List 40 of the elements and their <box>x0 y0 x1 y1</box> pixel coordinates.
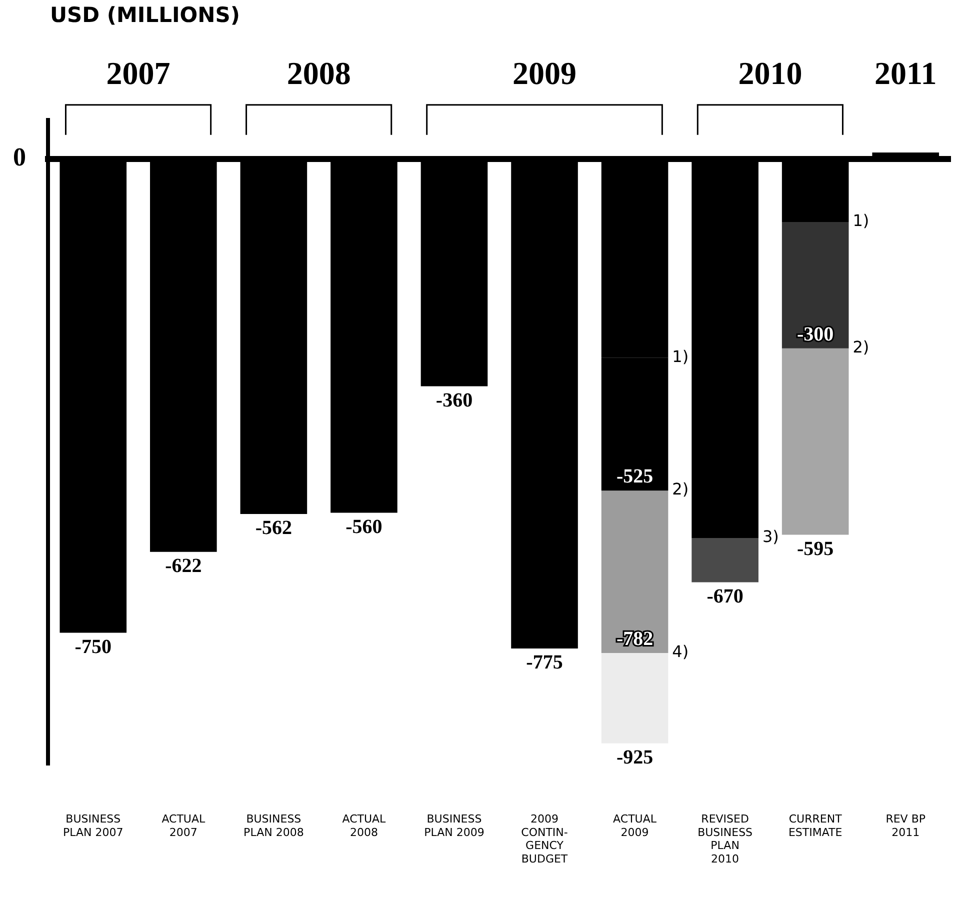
bar <box>692 538 758 582</box>
text: 2009 <box>512 54 577 91</box>
data-label: -562 <box>255 517 292 540</box>
total-label: -595 <box>796 538 834 560</box>
annotation: -525 <box>616 466 654 488</box>
annotation: -782 <box>616 628 654 650</box>
data-label: -560 <box>346 516 382 538</box>
total-label: -925 <box>616 746 654 769</box>
data-label: -775 <box>526 652 563 674</box>
text: USD (MILLIONS) <box>50 2 240 27</box>
data-label: -750 <box>74 636 112 658</box>
annotation: 3) <box>762 527 779 546</box>
x-tick-label: BUSINESS PLAN 2009 <box>424 812 484 839</box>
text: 2008 <box>286 54 351 91</box>
text: 2010 <box>738 54 802 91</box>
x-tick-label: BUSINESS PLAN 2008 <box>244 812 304 839</box>
annotation: 2) <box>852 338 870 357</box>
bar <box>782 348 849 535</box>
text: 0 <box>13 142 26 172</box>
x-tick-label: ACTUAL 2007 <box>162 812 206 839</box>
bar <box>601 652 668 744</box>
x-tick-label: CURRENT ESTIMATE <box>788 812 842 839</box>
x-tick-label: REVISED BUSINESS PLAN 2010 <box>698 812 753 866</box>
annotation: 1) <box>672 347 689 366</box>
annotation: 4) <box>672 642 689 662</box>
annotation: 1) <box>852 211 870 230</box>
x-tick-label: BUSINESS PLAN 2007 <box>63 812 124 839</box>
bar <box>601 490 668 653</box>
x-tick-label: ACTUAL 2009 <box>613 812 658 839</box>
text: 2007 <box>106 54 170 91</box>
x-tick-label: 2009 CONTIN- GENCY BUDGET <box>521 812 568 866</box>
data-label: -622 <box>165 555 202 578</box>
annotation: -300 <box>796 324 834 346</box>
x-tick-label: REV BP 2011 <box>886 812 926 839</box>
total-label: -670 <box>706 585 744 608</box>
text: 2011 <box>874 54 937 91</box>
x-tick-label: ACTUAL 2008 <box>342 812 387 839</box>
annotation: 2) <box>672 480 689 499</box>
bar <box>782 222 849 348</box>
data-label: -360 <box>436 389 473 412</box>
